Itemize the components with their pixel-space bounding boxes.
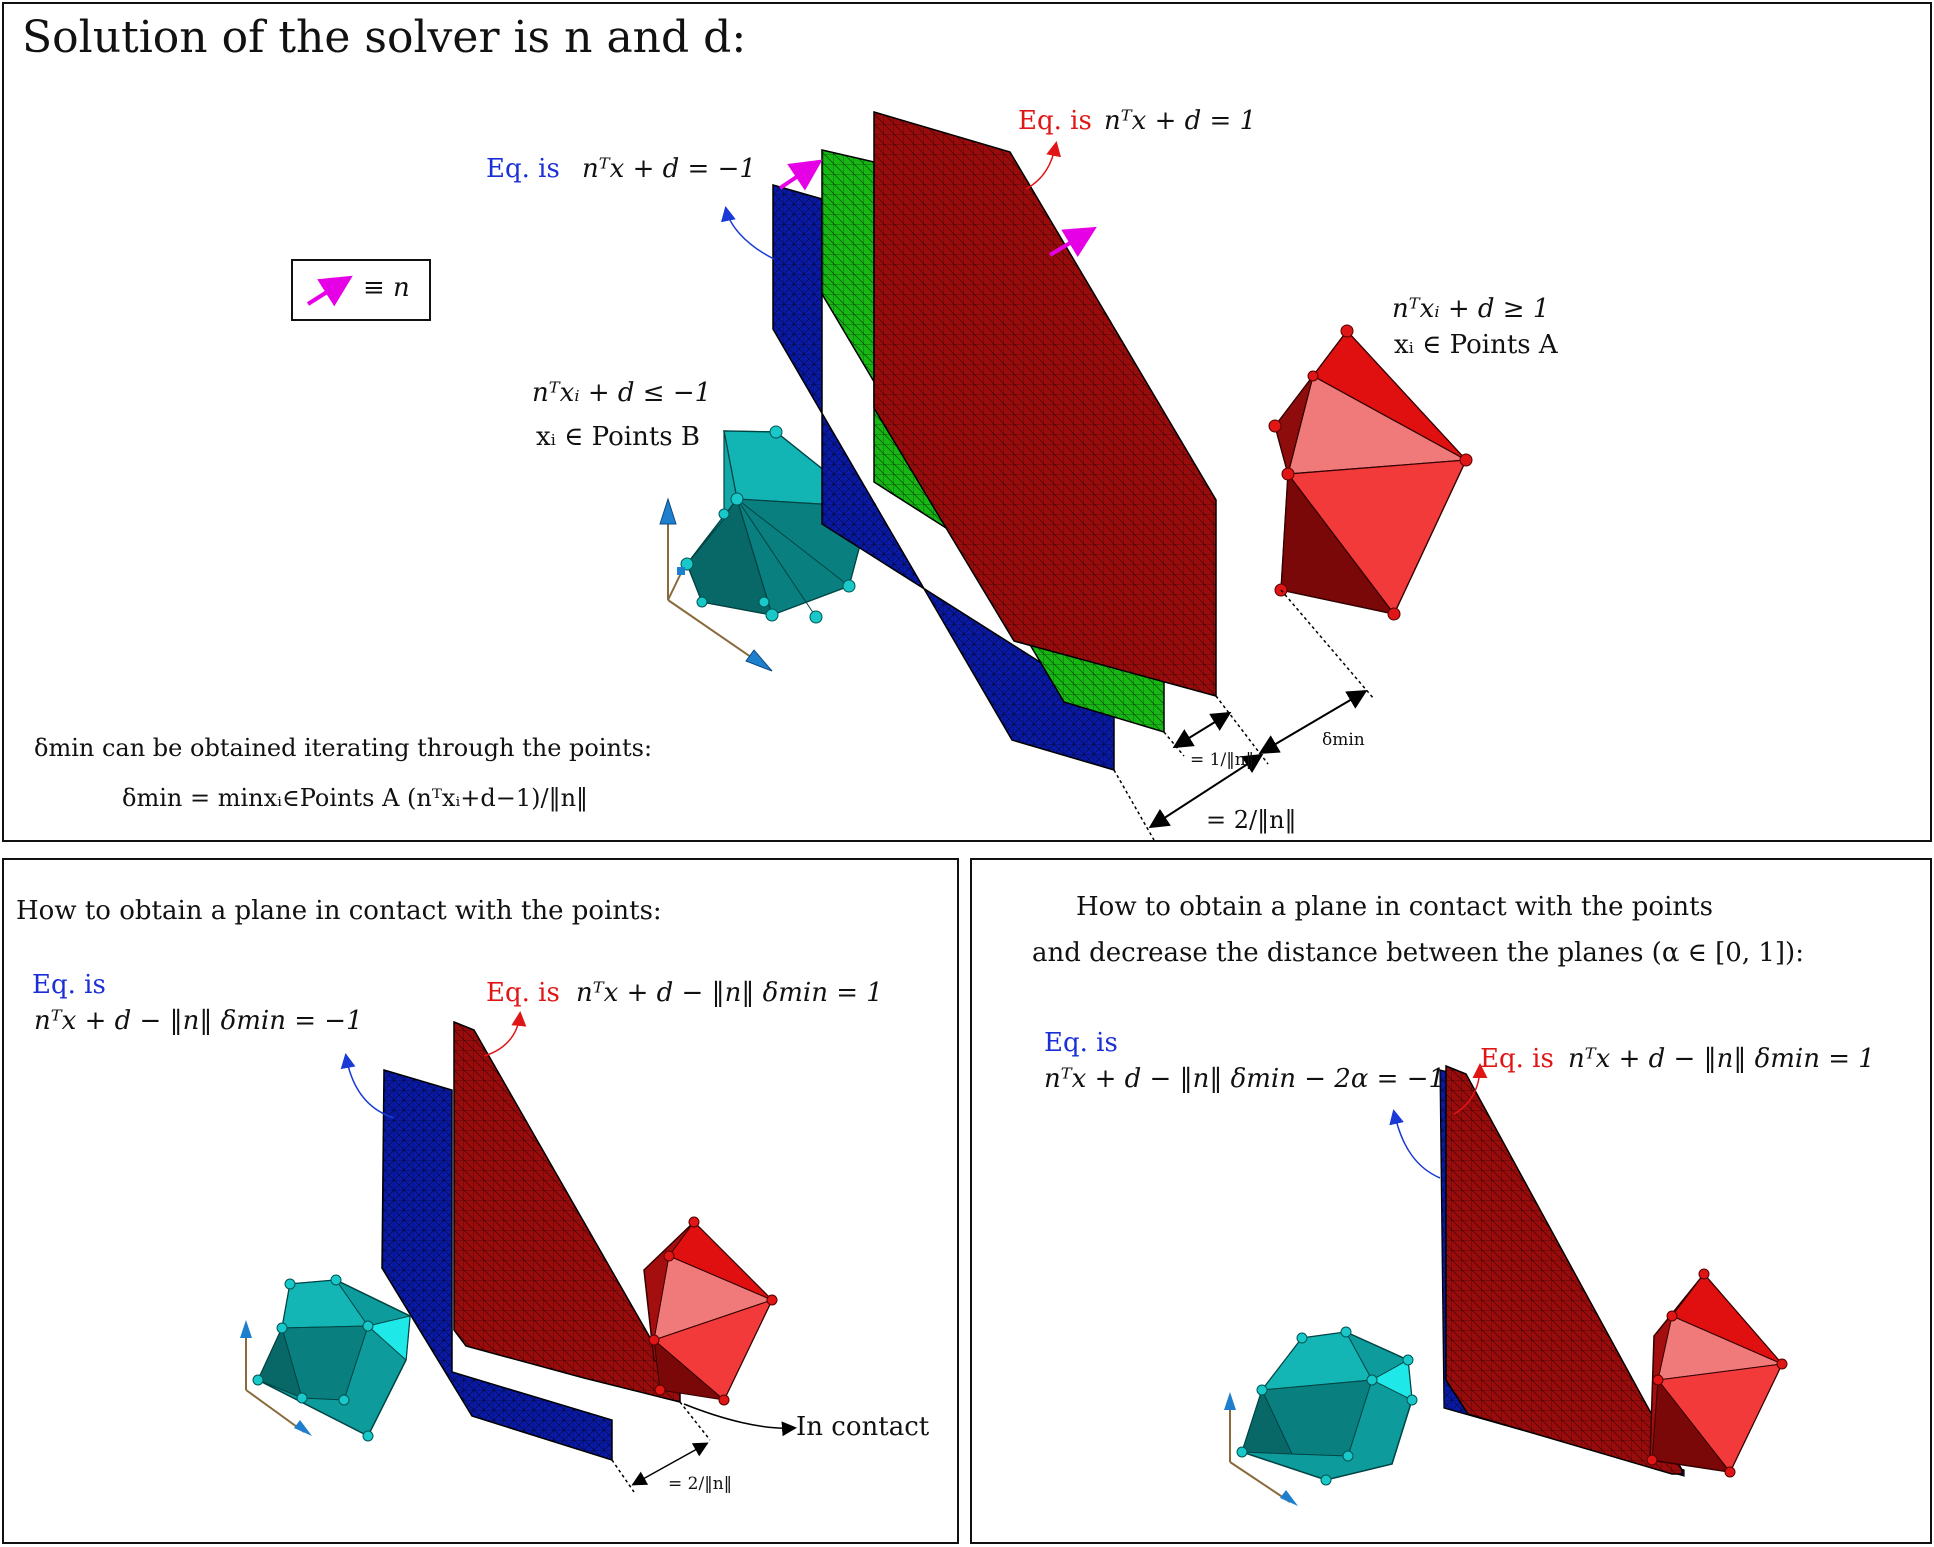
red-plane-equation: nᵀx + d − ‖n‖ δmin = 1 [1568, 1044, 1875, 1074]
panel-heading-line1: How to obtain a plane in contact with th… [1076, 892, 1713, 922]
contact-arrow [683, 1403, 797, 1437]
red-plane [1445, 1064, 1683, 1475]
blue-leader-arrow [721, 206, 775, 260]
legend-arrow [306, 275, 353, 307]
page-title: Solution of the solver is n and d: [22, 12, 747, 63]
axes-triad [240, 1320, 312, 1436]
points-b-polyhedron [252, 1274, 411, 1442]
red-plane-equation: nᵀx + d = 1 [1104, 106, 1257, 136]
points-a-polyhedron [643, 1216, 778, 1406]
bottom-right-figure [1224, 1063, 1788, 1506]
points-a-inequality: nᵀxᵢ + d ≥ 1 [1392, 294, 1550, 324]
top-panel: Solution of the solver is n and d: ≡ n E… [2, 2, 1932, 842]
blue-plane-equation: nᵀx + d = −1 [582, 154, 756, 184]
bottom-left-panel: How to obtain a plane in contact with th… [2, 858, 959, 1544]
blue-plane-equation: nᵀx + d − ‖n‖ δmin − 2α = −1 [1044, 1064, 1446, 1094]
red-eq-prefix: Eq. is [1018, 106, 1092, 136]
top-figure [306, 110, 1473, 840]
panel-heading-line2: and decrease the distance between the pl… [1032, 938, 1804, 968]
blue-eq-prefix: Eq. is [486, 154, 560, 184]
points-b-inequality: nᵀxᵢ + d ≤ −1 [532, 378, 712, 408]
points-a-polyhedron [1646, 1268, 1788, 1478]
blue-leader-arrow [340, 1053, 395, 1119]
red-plane-equation: nᵀx + d − ‖n‖ δmin = 1 [576, 978, 883, 1008]
dim-full-label: = 2/‖n‖ [668, 1474, 733, 1494]
red-leader-arrow [1453, 1063, 1488, 1115]
legend-box: ≡ n [291, 259, 431, 321]
blue-eq-prefix: Eq. is [32, 970, 106, 1000]
bottom-left-figure [240, 1011, 797, 1493]
points-a-membership: xᵢ ∈ Points A [1394, 330, 1558, 360]
legend-text: ≡ n [363, 273, 410, 303]
normal-arrow-red [1048, 226, 1097, 258]
contact-label: In contact [796, 1412, 930, 1442]
bottom-right-panel: How to obtain a plane in contact with th… [970, 858, 1932, 1544]
points-b-polyhedron [1236, 1326, 1418, 1486]
red-plane [453, 1020, 681, 1403]
points-a-polyhedron [1268, 324, 1473, 621]
dimension-lines [1113, 589, 1375, 840]
blue-leader-arrow [1389, 1109, 1441, 1179]
red-eq-prefix: Eq. is [1480, 1044, 1554, 1074]
axes-triad [1224, 1392, 1298, 1506]
red-leader-arrow [483, 1011, 527, 1057]
blue-plane-equation: nᵀx + d − ‖n‖ δmin = −1 [34, 1006, 363, 1036]
panel-heading: How to obtain a plane in contact with th… [16, 896, 662, 926]
planes [772, 110, 1217, 772]
blue-eq-prefix: Eq. is [1044, 1028, 1118, 1058]
red-eq-prefix: Eq. is [486, 978, 560, 1008]
delta-description: δmin can be obtained iterating through t… [34, 734, 653, 762]
dim-delta-label: δmin [1322, 730, 1365, 750]
delta-formula: δmin = minxᵢ∈Points A (nᵀxᵢ+d−1)/‖n‖ [122, 784, 589, 812]
blue-plane [381, 1069, 613, 1462]
dim-half-label: = 1/‖n‖ [1190, 750, 1255, 770]
dim-full-label: = 2/‖n‖ [1206, 806, 1297, 834]
red-leader-arrow [1025, 141, 1061, 190]
axes-triad [659, 497, 773, 672]
red-plane [873, 110, 1217, 697]
points-b-membership: xᵢ ∈ Points B [536, 422, 700, 452]
normal-arrow-blue [778, 159, 823, 191]
